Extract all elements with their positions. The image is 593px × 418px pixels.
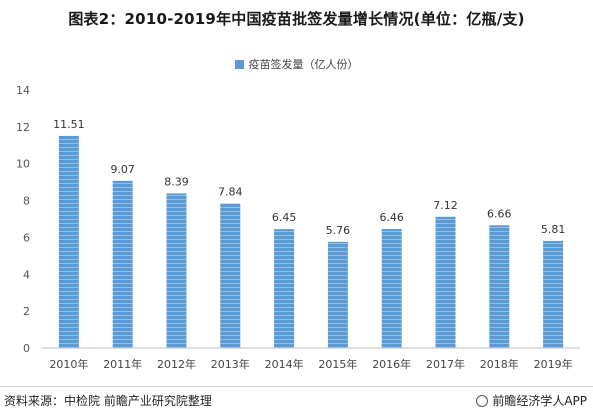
x-tick-label: 2010年	[49, 357, 88, 371]
bar-2014年	[274, 229, 295, 348]
footer-divider	[0, 386, 593, 387]
data-label: 7.12	[433, 199, 458, 212]
bar-2011年	[112, 180, 133, 348]
y-axis: 0 2 4 6 8 10 12 14	[16, 84, 30, 355]
x-tick-label: 2019年	[534, 357, 573, 371]
bars-group: 11.51 9.07 8.39 7.84 6.45 5.76 6.46 7.12 6.66 5.8…	[53, 118, 565, 348]
data-label: 8.39	[164, 175, 189, 188]
brand-logo-icon	[476, 394, 489, 407]
bar-2018年	[489, 225, 510, 348]
source-text: 资料来源：中检院 前瞻产业研究院整理	[4, 394, 212, 408]
y-tick-label: 8	[23, 195, 30, 208]
data-label: 5.76	[326, 224, 351, 237]
bar-2016年	[381, 228, 402, 348]
data-label: 11.51	[53, 118, 85, 131]
y-tick-label: 0	[23, 342, 30, 355]
y-tick-label: 12	[16, 121, 30, 134]
bar-2015年	[327, 241, 348, 348]
footer: 资料来源：中检院 前瞻产业研究院整理 前瞻经济学人APP	[0, 390, 593, 412]
data-label: 9.07	[110, 163, 135, 176]
bar-2013年	[220, 203, 241, 348]
y-tick-label: 14	[16, 84, 30, 97]
x-tick-label: 2014年	[265, 357, 304, 371]
data-label: 5.81	[541, 223, 566, 236]
chart-legend: 疫苗签发量（亿人份）	[0, 56, 593, 72]
data-label: 6.46	[379, 211, 404, 224]
y-tick-label: 4	[23, 268, 30, 281]
legend-swatch	[234, 59, 244, 69]
y-tick-label: 10	[16, 158, 30, 171]
brand-text: 前瞻经济学人APP	[492, 394, 587, 408]
x-tick-label: 2018年	[480, 357, 519, 371]
data-label: 6.45	[272, 211, 297, 224]
y-tick-label: 6	[23, 231, 30, 244]
legend-label: 疫苗签发量（亿人份）	[248, 58, 359, 71]
y-tick-label: 2	[23, 305, 30, 318]
x-tick-label: 2017年	[426, 357, 465, 371]
x-axis: 2010年 2011年 2012年 2013年 2014年 2015年 2016年 2017年…	[42, 347, 580, 371]
bar-2017年	[435, 216, 456, 348]
brand: 前瞻经济学人APP	[476, 392, 587, 409]
data-label: 6.66	[487, 207, 512, 220]
x-tick-label: 2015年	[318, 357, 357, 371]
chart-title: 图表2：2010-2019年中国疫苗批签发量增长情况(单位：亿瓶/支)	[68, 10, 525, 28]
bar-2019年	[543, 240, 564, 348]
bar-2010年	[58, 135, 79, 348]
x-tick-label: 2016年	[372, 357, 411, 371]
data-label: 7.84	[218, 186, 243, 199]
x-tick-label: 2013年	[211, 357, 250, 371]
bar-2012年	[166, 193, 187, 348]
x-tick-label: 2012年	[157, 357, 196, 371]
x-tick-label: 2011年	[103, 357, 142, 371]
